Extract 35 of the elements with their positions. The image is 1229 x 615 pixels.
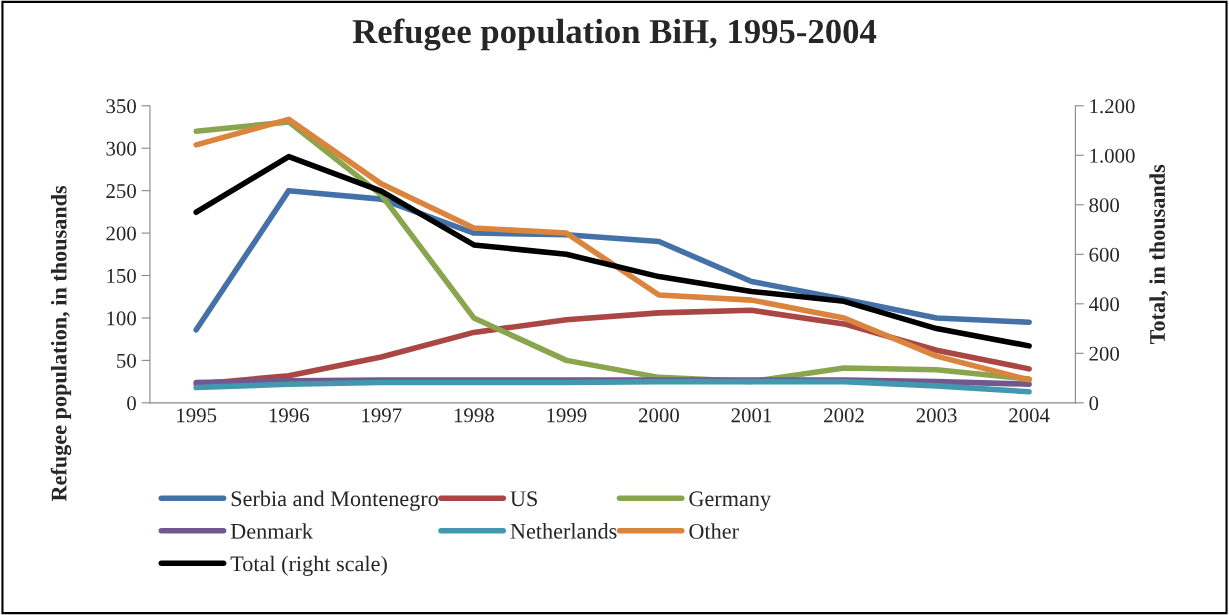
legend-label: Denmark — [230, 523, 313, 539]
y-axis-title: Refugee population, in thousands — [50, 185, 72, 502]
x-tick-label: 1999 — [547, 408, 587, 423]
y-tick-label: 150 — [107, 268, 136, 283]
x-tick-label: 2004 — [1009, 408, 1050, 423]
y2-tick-label: 1.200 — [1090, 99, 1135, 114]
legend-label: Total (right scale) — [230, 555, 387, 576]
legend-label: Germany — [689, 491, 771, 511]
y-tick-label: 100 — [107, 311, 136, 326]
y-tick-label: 300 — [106, 141, 136, 156]
y-tick-label: 50 — [117, 353, 136, 368]
y-tick-label: 250 — [106, 184, 136, 199]
y2-tick-label: 400 — [1088, 297, 1120, 312]
y2-axis-title: Total, in thousands — [1149, 164, 1169, 345]
y2-tick-label: 800 — [1089, 198, 1120, 213]
legend-label: Serbia and Montenegro — [231, 490, 438, 511]
y-tick-label: 200 — [106, 226, 136, 241]
y-tick-label: 350 — [106, 99, 136, 114]
x-tick-label: 2001 — [731, 408, 772, 423]
y2-tick-label: 200 — [1089, 346, 1120, 361]
x-tick-label: 1996 — [269, 408, 309, 423]
x-tick-label: 2002 — [824, 408, 864, 423]
x-tick-label: 1995 — [177, 408, 217, 423]
y2-tick-label: 1.000 — [1090, 148, 1135, 163]
x-tick-label: 1998 — [454, 408, 494, 423]
legend-label: US — [510, 491, 537, 507]
x-tick-label: 2000 — [639, 408, 679, 423]
x-tick-label: 2003 — [916, 408, 957, 423]
y2-tick-label: 600 — [1089, 247, 1120, 262]
y-tick-label: 0 — [127, 396, 136, 411]
legend-label: Netherlands — [510, 523, 617, 539]
legend-label: Other — [689, 523, 739, 539]
chart-title: Refugee population BiH, 1995-2004 — [352, 18, 877, 51]
x-tick-label: 1997 — [362, 408, 402, 423]
y2-tick-label: 0 — [1089, 396, 1099, 411]
